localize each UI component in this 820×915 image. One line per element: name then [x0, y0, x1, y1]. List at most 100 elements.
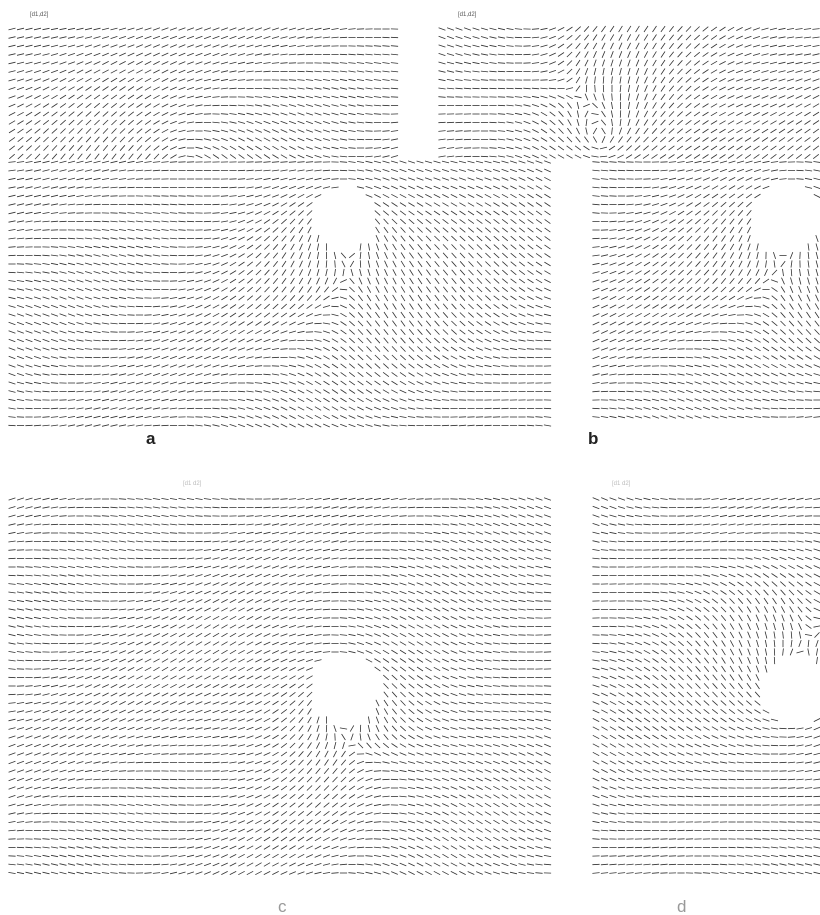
vector	[426, 329, 431, 334]
vector	[805, 365, 812, 368]
vector	[442, 566, 449, 569]
vector	[515, 105, 522, 106]
vector	[145, 120, 151, 124]
vector	[498, 45, 505, 46]
vector	[576, 77, 580, 83]
vector	[154, 154, 159, 159]
vector	[393, 278, 396, 284]
vector	[213, 53, 220, 55]
vector	[502, 574, 509, 577]
vector	[187, 28, 194, 31]
vector	[94, 549, 101, 550]
vector	[298, 155, 305, 158]
vector	[298, 37, 305, 39]
vector	[391, 46, 398, 47]
vector	[712, 296, 718, 300]
vector	[94, 112, 99, 117]
vector	[137, 129, 142, 134]
vector	[306, 507, 313, 508]
vector	[601, 187, 608, 188]
vector	[527, 161, 534, 163]
vector	[60, 78, 66, 81]
vector	[426, 295, 430, 301]
vector	[366, 515, 373, 516]
vector	[103, 103, 109, 108]
vector	[170, 70, 177, 73]
vector	[721, 287, 726, 292]
vector	[60, 566, 67, 567]
vector	[94, 399, 101, 400]
vector	[468, 194, 474, 197]
vector	[695, 211, 701, 215]
vector	[549, 104, 555, 108]
vector	[357, 96, 364, 97]
vector	[238, 416, 245, 418]
vector	[170, 53, 177, 56]
vector	[661, 60, 665, 66]
vector	[128, 36, 135, 38]
vector	[111, 255, 118, 257]
vector	[635, 246, 642, 249]
vector	[618, 296, 624, 299]
vector	[464, 45, 471, 47]
vector	[754, 399, 761, 401]
vector	[544, 549, 551, 551]
vector	[127, 349, 134, 350]
vector	[737, 296, 743, 299]
vector	[9, 96, 16, 99]
vector	[746, 323, 753, 325]
vector	[661, 228, 667, 232]
vector	[213, 322, 219, 325]
vector	[170, 417, 177, 418]
vector	[153, 45, 160, 48]
vector	[111, 36, 118, 38]
vector	[408, 178, 415, 181]
vector	[187, 331, 194, 334]
vector	[612, 127, 613, 134]
vector	[779, 121, 785, 125]
vector	[289, 365, 296, 367]
vector	[68, 297, 75, 299]
vector	[145, 391, 152, 393]
vector	[298, 313, 304, 317]
vector	[400, 211, 406, 215]
vector	[153, 246, 160, 247]
vector	[17, 280, 24, 281]
vector	[60, 70, 67, 73]
vector	[221, 416, 228, 418]
vector	[255, 407, 262, 409]
vector	[68, 499, 75, 500]
vector	[756, 269, 759, 275]
vector	[795, 29, 802, 30]
vector	[493, 498, 500, 500]
vector	[439, 45, 446, 47]
vector	[179, 113, 186, 115]
vector	[645, 102, 648, 109]
vector	[660, 146, 666, 150]
vector	[340, 79, 347, 80]
vector	[111, 70, 117, 73]
vector	[593, 331, 600, 334]
vector	[213, 88, 220, 89]
vector	[601, 331, 608, 334]
vector	[213, 348, 220, 351]
vector	[178, 524, 185, 525]
vector	[51, 280, 58, 282]
vector	[456, 28, 463, 30]
vector	[678, 245, 683, 250]
vector	[9, 28, 16, 30]
vector	[746, 416, 753, 417]
vector	[145, 137, 151, 142]
vector	[485, 365, 492, 366]
vector	[653, 35, 657, 41]
vector	[221, 541, 228, 542]
vector	[77, 280, 84, 282]
vector	[527, 532, 534, 535]
vector	[289, 88, 296, 89]
vector	[127, 306, 134, 307]
vector	[145, 146, 150, 151]
vector	[255, 516, 262, 517]
vector	[669, 349, 676, 350]
vector	[162, 129, 168, 132]
vector	[391, 88, 398, 89]
